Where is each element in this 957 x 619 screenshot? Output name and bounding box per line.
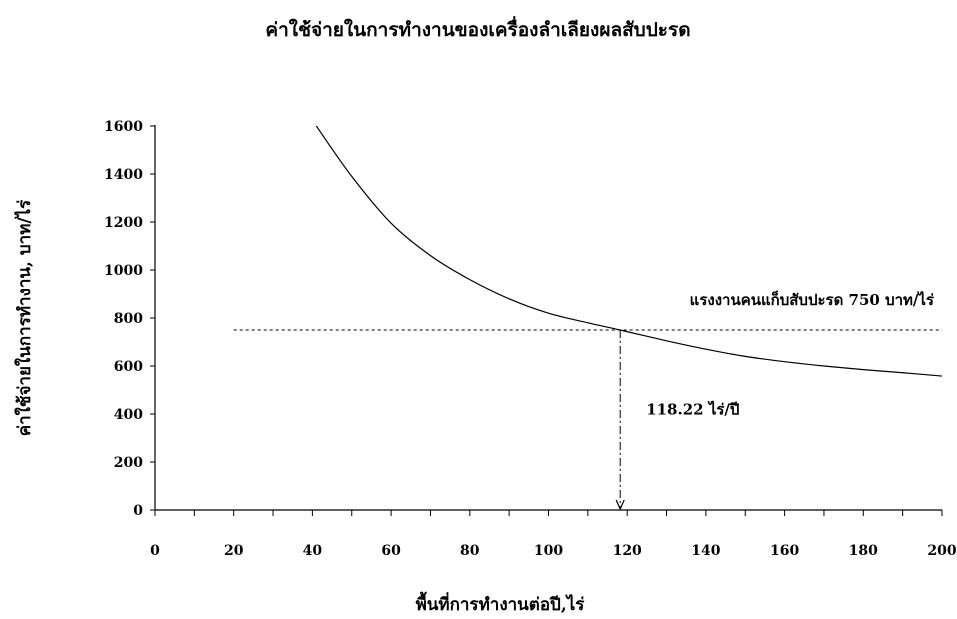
x-axis-title: พื้นที่การทำงานต่อปี,ไร่	[416, 591, 586, 615]
x-tick-label: 200	[927, 543, 956, 559]
y-tick-label: 1000	[104, 263, 143, 279]
y-tick-label: 1600	[104, 119, 143, 135]
y-tick-label: 200	[114, 455, 143, 471]
x-tick-label: 40	[303, 543, 323, 559]
x-tick-label: 80	[460, 543, 480, 559]
x-tick-label: 120	[613, 543, 642, 559]
intersection-arrow-icon	[615, 499, 625, 511]
y-tick-label: 1200	[104, 215, 143, 231]
x-tick-label: 0	[150, 543, 160, 559]
y-axis-title: ค่าใช้จ่ายในการทำงาน, บาท/ไร่	[14, 199, 35, 436]
x-tick-label: 140	[691, 543, 720, 559]
x-tick-label: 180	[849, 543, 878, 559]
y-tick-label: 1400	[104, 167, 143, 183]
x-tick-label: 160	[770, 543, 799, 559]
x-ticks: 0 20 40 60 80 100 120 140 160 180 200	[150, 510, 957, 559]
x-tick-label: 20	[224, 543, 244, 559]
series-line-cost	[315, 125, 943, 377]
x-tick-label: 60	[381, 543, 401, 559]
y-tick-label: 600	[114, 359, 143, 375]
reference-line-label: แรงงานคนแก็บสับปะรด 750 บาท/ไร่	[690, 290, 935, 309]
x-tick-label: 100	[534, 543, 563, 559]
y-tick-label: 400	[114, 407, 143, 423]
y-tick-label: 0	[133, 503, 143, 519]
y-ticks: 0 200 400 600 800 1000 1200 1400 1600	[104, 119, 155, 519]
intersection-label: 118.22 ไร่/ปี	[646, 400, 739, 419]
y-tick-label: 800	[114, 311, 143, 327]
chart-title: ค่าใช้จ่ายในการทำงานของเครื่องลำเลียงผลส…	[265, 16, 690, 41]
